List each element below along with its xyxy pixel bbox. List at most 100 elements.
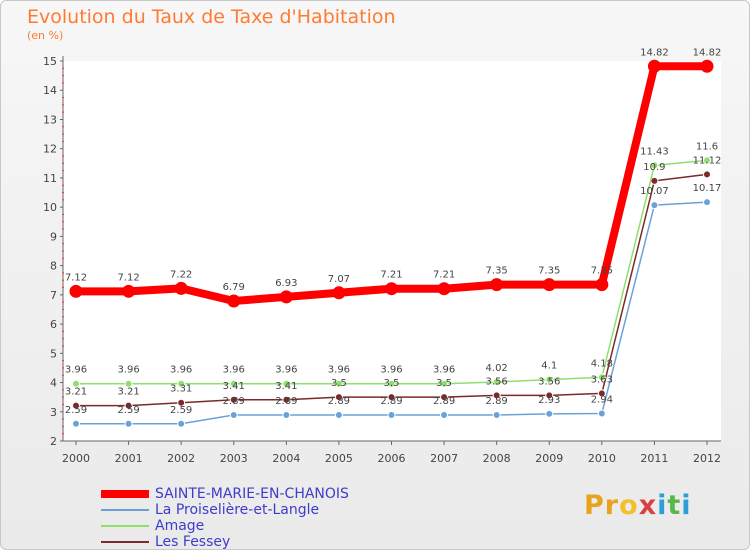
data-label: 3.56 (486, 376, 508, 387)
data-label: 3.56 (538, 376, 560, 387)
legend-label: Amage (155, 518, 205, 534)
data-label: 11.12 (693, 155, 722, 166)
data-point (229, 410, 238, 419)
data-label: 6.93 (275, 278, 297, 289)
data-point (72, 379, 80, 388)
data-point (387, 393, 396, 402)
data-point (703, 156, 711, 165)
data-label: 3.96 (433, 365, 455, 376)
data-label: 7.12 (117, 272, 139, 283)
data-point (545, 375, 554, 384)
data-label: 3.96 (117, 365, 139, 376)
data-point (597, 373, 606, 382)
legend-item: La Proiselière-et-Langle (101, 502, 349, 518)
data-point (492, 391, 501, 400)
y-tick-label: 5 (50, 347, 57, 360)
data-label: 6.79 (223, 282, 245, 293)
data-point (177, 379, 186, 388)
data-label: 3.96 (328, 365, 350, 376)
data-label: 3.63 (591, 374, 613, 385)
data-point (700, 59, 714, 73)
data-label: 14.82 (693, 47, 722, 58)
logo-letter: t (667, 490, 682, 521)
data-label: 7.21 (380, 270, 402, 281)
data-label: 2.89 (328, 396, 350, 407)
data-point (229, 379, 238, 388)
y-tick-label: 3 (50, 406, 57, 419)
x-tick-label: 2006 (378, 452, 406, 465)
data-label: 3.31 (170, 384, 192, 395)
data-point (490, 278, 504, 292)
data-point (385, 282, 398, 296)
legend-swatch (101, 541, 149, 543)
data-point (492, 410, 501, 419)
proxiti-logo: Proxiti (584, 490, 692, 521)
data-label: 11.6 (696, 141, 718, 152)
logo-letter: i (681, 490, 692, 521)
data-point (69, 284, 83, 298)
data-label: 3.5 (384, 378, 400, 389)
data-point (124, 419, 133, 428)
data-point (703, 170, 711, 179)
x-tick-label: 2000 (62, 452, 90, 465)
data-label: 11.43 (640, 146, 669, 157)
data-point (282, 395, 291, 404)
chart-subtitle: (en %) (27, 29, 64, 42)
data-point (437, 282, 451, 296)
data-point (650, 161, 659, 170)
data-point (440, 410, 449, 419)
data-point (227, 294, 241, 308)
data-label: 2.94 (591, 395, 613, 406)
x-tick-label: 2004 (272, 452, 300, 465)
y-tick-label: 7 (50, 289, 57, 302)
data-point (387, 379, 396, 388)
data-point (703, 198, 711, 207)
x-tick-label: 2007 (430, 452, 458, 465)
x-tick-label: 2002 (167, 452, 195, 465)
data-label: 14.82 (640, 47, 669, 58)
data-point (545, 391, 554, 400)
data-label: 3.96 (170, 365, 192, 376)
data-point (332, 286, 346, 300)
legend-swatch (101, 490, 149, 498)
y-tick-label: 9 (50, 230, 57, 243)
data-label: 7.12 (65, 272, 87, 283)
data-label: 7.21 (433, 270, 455, 281)
data-point (72, 419, 80, 428)
x-tick-label: 2012 (693, 452, 721, 465)
data-point (282, 379, 291, 388)
data-label: 10.9 (643, 162, 665, 173)
y-tick-label: 12 (43, 143, 57, 156)
data-label: 7.35 (591, 266, 613, 277)
data-label: 2.89 (275, 396, 297, 407)
data-point (440, 379, 449, 388)
y-tick-label: 6 (50, 318, 57, 331)
legend-label: Les Fessey (155, 534, 231, 550)
x-tick-label: 2008 (483, 452, 511, 465)
data-label: 3.96 (275, 365, 297, 376)
data-label: 2.59 (117, 405, 139, 416)
data-label: 10.07 (640, 186, 669, 197)
logo-letter: o (619, 490, 639, 521)
data-label: 2.93 (538, 395, 560, 406)
data-label: 3.41 (223, 381, 245, 392)
data-label: 4.1 (541, 361, 557, 372)
data-label: 7.07 (328, 274, 350, 285)
data-point (440, 393, 449, 402)
logo-letter: P (584, 490, 605, 521)
data-point (282, 410, 291, 419)
data-label: 3.41 (275, 381, 297, 392)
data-point (492, 377, 501, 386)
data-label: 3.5 (331, 378, 347, 389)
data-label: 3.96 (65, 365, 87, 376)
data-point (542, 278, 556, 292)
data-point (647, 59, 661, 73)
x-tick-label: 2003 (220, 452, 248, 465)
data-label: 3.21 (117, 387, 139, 398)
data-label: 2.89 (223, 396, 245, 407)
y-tick-label: 10 (43, 201, 57, 214)
logo-letter: r (604, 490, 620, 521)
y-tick-label: 11 (43, 172, 57, 185)
data-label: 10.17 (693, 183, 722, 194)
